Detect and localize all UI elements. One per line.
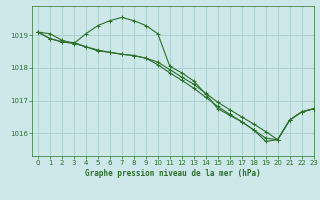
X-axis label: Graphe pression niveau de la mer (hPa): Graphe pression niveau de la mer (hPa) bbox=[85, 169, 261, 178]
